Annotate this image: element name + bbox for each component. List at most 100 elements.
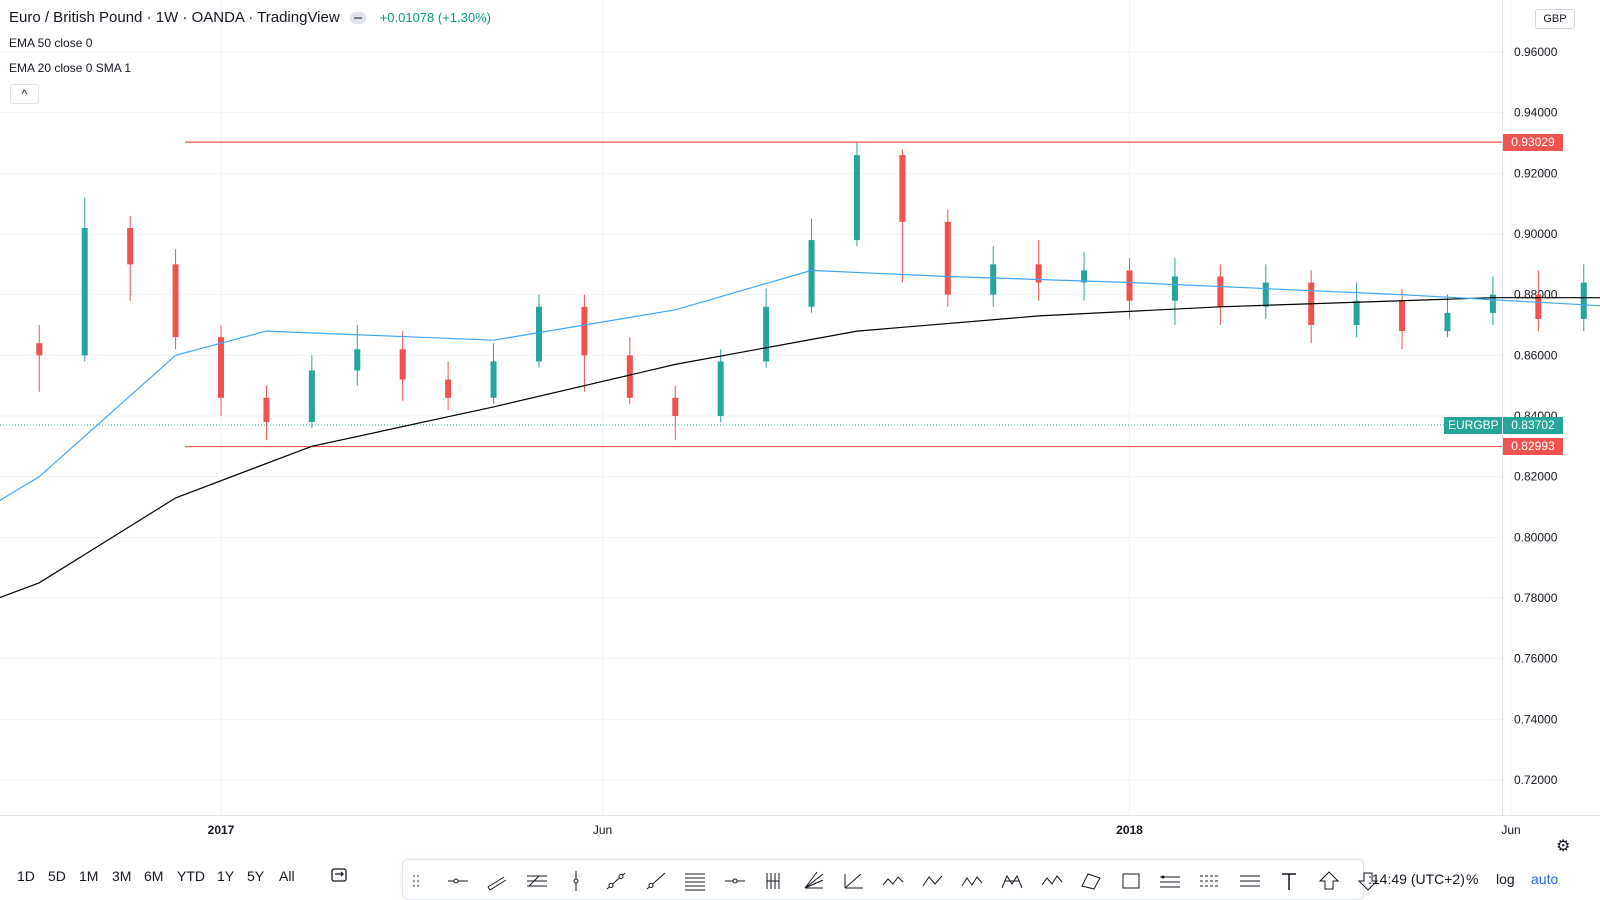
visibility-toggle-icon[interactable] <box>349 12 366 25</box>
ray-line-icon[interactable] <box>643 868 669 894</box>
time-axis-label: 2018 <box>1116 823 1143 837</box>
arrow-up-icon[interactable] <box>1316 868 1342 894</box>
candle-body <box>626 355 633 398</box>
date-price-range-icon[interactable] <box>1237 868 1263 894</box>
candle-body <box>717 361 724 416</box>
range-5y-button[interactable]: 5Y <box>247 868 265 884</box>
range-1d-button[interactable]: 1D <box>17 868 35 884</box>
auto-scale-button[interactable]: auto <box>1531 871 1559 887</box>
fib-levels-icon[interactable] <box>682 868 708 894</box>
price-axis-label: 0.82000 <box>1514 470 1558 484</box>
price-axis-label: 0.96000 <box>1514 45 1558 59</box>
horizontal-ray-icon[interactable] <box>445 868 471 894</box>
range-1y-button[interactable]: 1Y <box>217 868 235 884</box>
candle-body <box>36 343 43 356</box>
indicator-ema50-legend[interactable]: EMA 50 close 0 <box>9 36 93 50</box>
candle-body <box>263 397 270 423</box>
candle-body <box>899 155 906 222</box>
log-scale-button[interactable]: log <box>1496 871 1515 887</box>
parallel-channel-icon[interactable] <box>484 868 510 894</box>
three-drives-icon[interactable] <box>959 868 985 894</box>
arrow-down-icon[interactable] <box>1355 868 1381 894</box>
candle-body <box>218 337 224 398</box>
price-axis-label: 0.72000 <box>1514 773 1558 787</box>
range-5d-button[interactable]: 5D <box>48 868 66 884</box>
elliott-wave-icon[interactable] <box>1039 868 1065 894</box>
candle-body <box>1353 300 1360 325</box>
bottom-toolbar: 1D 5D 1M 3M 6M YTD 1Y 5Y All <box>0 855 1600 900</box>
symbol-legend[interactable]: Euro / British Pound · 1W · OANDA · Trad… <box>9 9 491 26</box>
date-range-icon[interactable] <box>1197 868 1223 894</box>
ema20-line[interactable] <box>0 240 1600 750</box>
abcd-pattern-icon[interactable] <box>920 868 946 894</box>
goto-date-icon[interactable] <box>330 866 348 887</box>
candle-body <box>1081 270 1088 283</box>
head-shoulders-icon[interactable] <box>999 868 1025 894</box>
time-axis-label: Jun <box>593 823 612 837</box>
price-axis-label: 0.86000 <box>1514 348 1558 362</box>
currency-selector-button[interactable]: GBP <box>1535 9 1575 29</box>
price-change: +0.01078 (+1.30%) <box>379 10 491 25</box>
candle-body <box>1171 276 1178 301</box>
clock-timezone[interactable]: :14:49 (UTC+2) <box>1368 871 1465 887</box>
fib-retracement-icon[interactable] <box>524 868 550 894</box>
candle-body <box>81 227 88 356</box>
drawing-toolbar <box>402 859 1379 900</box>
price-axis-label: 0.78000 <box>1514 591 1558 605</box>
candle-body <box>944 221 951 295</box>
vertical-line-icon[interactable] <box>563 868 589 894</box>
candle-body <box>399 349 406 380</box>
projection-icon[interactable] <box>1157 868 1183 894</box>
candle-body <box>535 306 542 362</box>
gann-fan-icon[interactable] <box>801 868 827 894</box>
candle-body <box>1489 294 1496 313</box>
range-1m-button[interactable]: 1M <box>79 868 99 884</box>
range-all-button[interactable]: All <box>279 868 295 884</box>
text-icon[interactable] <box>1276 868 1302 894</box>
pitchfork-icon[interactable] <box>761 868 787 894</box>
symbol-title: Euro / British Pound · 1W · OANDA · Trad… <box>9 9 340 26</box>
candle-body <box>672 397 679 416</box>
candle-body <box>1217 276 1224 307</box>
time-axis-label: 2017 <box>208 823 235 837</box>
indicator-ema20-legend[interactable]: EMA 20 close 0 SMA 1 <box>9 61 132 75</box>
candle-body <box>1035 264 1042 283</box>
trend-line-icon[interactable] <box>603 868 629 894</box>
candle-body <box>1126 270 1133 301</box>
horizontal-line-icon[interactable] <box>722 868 748 894</box>
price-axis-label: 0.76000 <box>1514 652 1558 666</box>
drag-handle-icon[interactable] <box>405 868 431 894</box>
range-3m-button[interactable]: 3M <box>112 868 132 884</box>
price-axis-label: 0.94000 <box>1514 106 1558 120</box>
rectangle-icon[interactable] <box>1118 868 1144 894</box>
candle-body <box>354 349 361 371</box>
candle-body <box>1399 300 1406 332</box>
support-price-tag: 0.82993 <box>1503 438 1563 456</box>
price-axis-label: 0.80000 <box>1514 530 1558 544</box>
collapse-legend-button[interactable]: ^ <box>10 84 39 104</box>
triangle-pattern-icon[interactable] <box>1078 868 1104 894</box>
time-axis-label: Jun <box>1501 823 1520 837</box>
candle-body <box>127 227 134 265</box>
price-axis-label: 0.90000 <box>1514 227 1558 241</box>
candle-body <box>1535 294 1542 319</box>
candle-body <box>1580 282 1587 319</box>
candle-body <box>445 379 452 398</box>
price-axis-label: 0.92000 <box>1514 166 1558 180</box>
candle-body <box>1262 282 1269 307</box>
candle-body <box>853 155 860 241</box>
xabcd-pattern-icon[interactable] <box>880 868 906 894</box>
range-6m-button[interactable]: 6M <box>144 868 164 884</box>
settings-gear-icon[interactable]: ⚙ <box>1556 838 1571 855</box>
range-ytd-button[interactable]: YTD <box>177 868 205 884</box>
symbol-price-tag: EURGBP <box>1444 416 1502 434</box>
percent-scale-button[interactable]: % <box>1466 871 1479 887</box>
candle-body <box>763 306 770 362</box>
candle-body <box>990 264 997 295</box>
ema50-line[interactable] <box>0 240 1600 795</box>
trend-angle-icon[interactable] <box>841 868 867 894</box>
price-axis-label: 0.74000 <box>1514 712 1558 726</box>
candle-body <box>1444 312 1451 332</box>
last-price-tag: 0.83702 <box>1503 416 1563 434</box>
